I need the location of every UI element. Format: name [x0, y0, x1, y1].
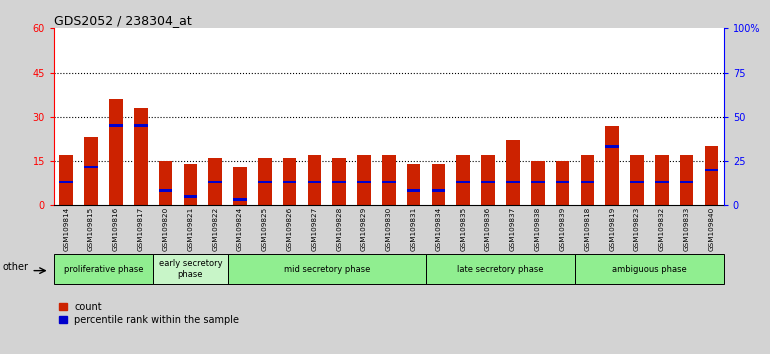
Bar — [382, 181, 396, 183]
Text: early secretory
phase: early secretory phase — [159, 259, 223, 279]
FancyBboxPatch shape — [153, 254, 228, 284]
Text: other: other — [3, 262, 28, 273]
Bar — [233, 167, 247, 205]
Bar — [556, 181, 569, 183]
Bar — [333, 158, 346, 205]
Bar — [605, 126, 619, 205]
Bar — [531, 181, 544, 183]
Bar — [506, 181, 520, 183]
Bar — [233, 198, 247, 201]
Bar — [581, 181, 594, 183]
Bar — [134, 125, 148, 127]
FancyBboxPatch shape — [426, 254, 575, 284]
FancyBboxPatch shape — [575, 254, 724, 284]
Bar — [630, 155, 644, 205]
Bar — [705, 169, 718, 171]
Bar — [109, 125, 122, 127]
Bar — [605, 145, 619, 148]
Legend: count, percentile rank within the sample: count, percentile rank within the sample — [59, 302, 239, 325]
Bar — [531, 161, 544, 205]
Text: mid secretory phase: mid secretory phase — [283, 264, 370, 274]
Bar — [333, 181, 346, 183]
Bar — [307, 181, 321, 183]
Bar — [506, 141, 520, 205]
Bar — [258, 158, 272, 205]
Text: GDS2052 / 238304_at: GDS2052 / 238304_at — [54, 14, 192, 27]
Bar — [432, 189, 445, 192]
Bar — [581, 155, 594, 205]
Bar — [183, 164, 197, 205]
Text: ambiguous phase: ambiguous phase — [612, 264, 687, 274]
Bar — [655, 155, 668, 205]
Bar — [159, 161, 172, 205]
Text: late secretory phase: late secretory phase — [457, 264, 544, 274]
Bar — [283, 181, 296, 183]
Bar — [457, 155, 470, 205]
Bar — [183, 195, 197, 198]
Bar — [680, 155, 694, 205]
Bar — [159, 189, 172, 192]
Bar — [407, 189, 420, 192]
Bar — [705, 146, 718, 205]
Bar — [457, 181, 470, 183]
Bar — [382, 155, 396, 205]
Bar — [481, 181, 495, 183]
FancyBboxPatch shape — [228, 254, 426, 284]
Bar — [556, 161, 569, 205]
Bar — [307, 155, 321, 205]
Text: proliferative phase: proliferative phase — [64, 264, 143, 274]
Bar — [481, 155, 495, 205]
Bar — [357, 155, 371, 205]
Bar — [630, 181, 644, 183]
Bar — [258, 181, 272, 183]
Bar — [283, 158, 296, 205]
Bar — [59, 155, 73, 205]
Bar — [109, 99, 122, 205]
Bar — [432, 164, 445, 205]
Bar — [59, 181, 73, 183]
Bar — [84, 137, 98, 205]
Bar — [680, 181, 694, 183]
Bar — [407, 164, 420, 205]
Bar — [655, 181, 668, 183]
Bar — [84, 166, 98, 168]
Bar — [134, 108, 148, 205]
Bar — [209, 158, 222, 205]
Bar — [209, 181, 222, 183]
Bar — [357, 181, 371, 183]
FancyBboxPatch shape — [54, 254, 153, 284]
